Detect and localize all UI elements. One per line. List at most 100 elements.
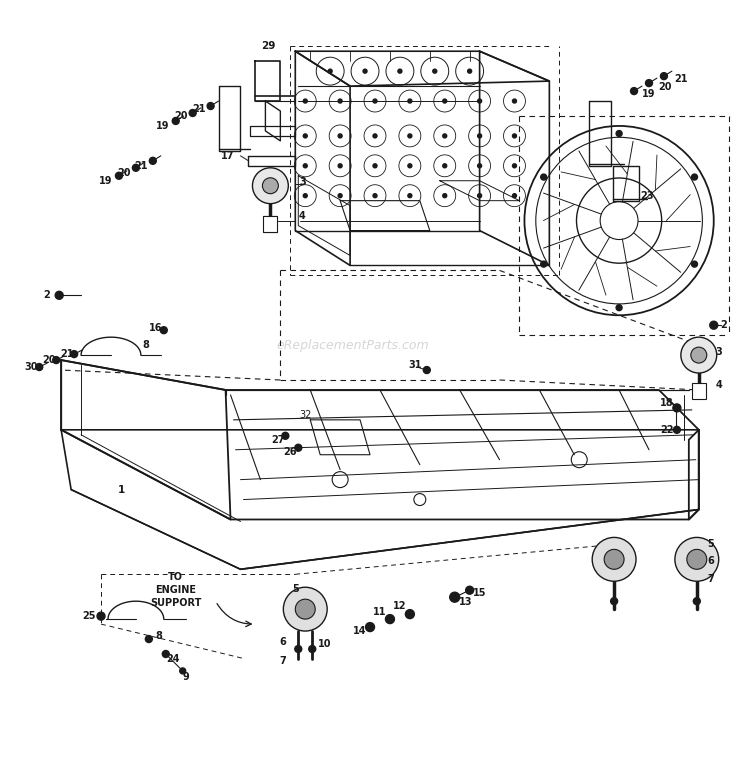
Circle shape	[373, 194, 377, 198]
Circle shape	[172, 118, 179, 125]
Circle shape	[284, 587, 327, 631]
Circle shape	[295, 445, 302, 451]
Circle shape	[442, 194, 447, 198]
Circle shape	[512, 164, 517, 168]
Circle shape	[478, 194, 482, 198]
Circle shape	[541, 174, 547, 180]
Text: 5: 5	[707, 540, 714, 549]
Text: 30: 30	[25, 362, 38, 372]
Circle shape	[328, 69, 332, 73]
Circle shape	[160, 327, 167, 334]
Circle shape	[423, 366, 430, 373]
Circle shape	[303, 134, 307, 138]
Circle shape	[512, 99, 517, 103]
Text: 32: 32	[299, 410, 311, 420]
Circle shape	[303, 164, 307, 168]
Text: 10: 10	[319, 639, 332, 649]
Circle shape	[687, 549, 706, 569]
Text: ENGINE: ENGINE	[155, 585, 196, 595]
Circle shape	[466, 586, 474, 594]
Circle shape	[442, 134, 447, 138]
Text: 29: 29	[261, 41, 275, 51]
Circle shape	[363, 69, 367, 73]
Circle shape	[303, 194, 307, 198]
Circle shape	[70, 350, 77, 358]
Circle shape	[408, 164, 412, 168]
Circle shape	[338, 134, 342, 138]
Circle shape	[646, 80, 652, 87]
Circle shape	[604, 549, 624, 569]
Circle shape	[478, 164, 482, 168]
Circle shape	[661, 73, 668, 80]
Text: 6: 6	[279, 637, 286, 647]
Circle shape	[338, 99, 342, 103]
Circle shape	[616, 305, 622, 311]
Circle shape	[616, 131, 622, 137]
Circle shape	[309, 645, 316, 653]
Text: 19: 19	[642, 89, 656, 99]
Text: 18: 18	[660, 398, 674, 408]
Text: 1: 1	[117, 485, 124, 495]
Circle shape	[338, 194, 342, 198]
Text: 21: 21	[134, 161, 148, 171]
Text: 3: 3	[299, 177, 306, 187]
Circle shape	[373, 164, 377, 168]
Circle shape	[408, 134, 412, 138]
Circle shape	[406, 610, 414, 619]
Circle shape	[710, 321, 718, 329]
Circle shape	[450, 592, 460, 602]
Circle shape	[408, 194, 412, 198]
Circle shape	[692, 261, 698, 267]
Circle shape	[433, 69, 436, 73]
Circle shape	[207, 103, 214, 109]
Circle shape	[408, 99, 412, 103]
Text: SUPPORT: SUPPORT	[150, 598, 202, 608]
Circle shape	[610, 597, 617, 605]
Circle shape	[97, 612, 105, 620]
Text: 20: 20	[174, 111, 188, 121]
Circle shape	[673, 404, 681, 412]
Circle shape	[674, 426, 680, 433]
Circle shape	[282, 432, 289, 439]
Circle shape	[133, 164, 140, 171]
Circle shape	[592, 537, 636, 581]
Circle shape	[442, 164, 447, 168]
Text: 4: 4	[299, 211, 306, 220]
Text: 24: 24	[166, 654, 179, 664]
Text: 19: 19	[99, 176, 112, 185]
Text: 21: 21	[61, 349, 74, 359]
Circle shape	[541, 261, 547, 267]
Circle shape	[478, 134, 482, 138]
Text: 25: 25	[82, 611, 96, 621]
Text: 15: 15	[472, 588, 486, 598]
Circle shape	[149, 157, 156, 164]
Text: 5: 5	[292, 584, 298, 594]
Text: eReplacementParts.com: eReplacementParts.com	[276, 340, 429, 353]
Circle shape	[180, 668, 186, 674]
Circle shape	[36, 363, 43, 371]
Text: 7: 7	[707, 575, 714, 584]
Text: 12: 12	[393, 601, 406, 611]
Text: 23: 23	[640, 191, 654, 201]
Circle shape	[295, 645, 302, 653]
Circle shape	[675, 537, 718, 581]
Circle shape	[468, 69, 472, 73]
Circle shape	[162, 651, 170, 657]
Circle shape	[56, 291, 63, 299]
Text: 19: 19	[156, 121, 170, 131]
Circle shape	[512, 134, 517, 138]
Circle shape	[296, 599, 315, 619]
Circle shape	[365, 622, 374, 632]
Text: 2: 2	[720, 320, 727, 330]
Text: 9: 9	[182, 672, 189, 682]
Circle shape	[53, 356, 60, 363]
Text: 14: 14	[353, 626, 367, 636]
Text: TO: TO	[168, 572, 183, 582]
Circle shape	[442, 99, 447, 103]
Text: 21: 21	[674, 74, 688, 84]
Text: 7: 7	[279, 656, 286, 666]
Circle shape	[262, 178, 278, 194]
Text: 16: 16	[149, 323, 163, 333]
Circle shape	[681, 337, 717, 373]
Text: 27: 27	[272, 435, 285, 445]
